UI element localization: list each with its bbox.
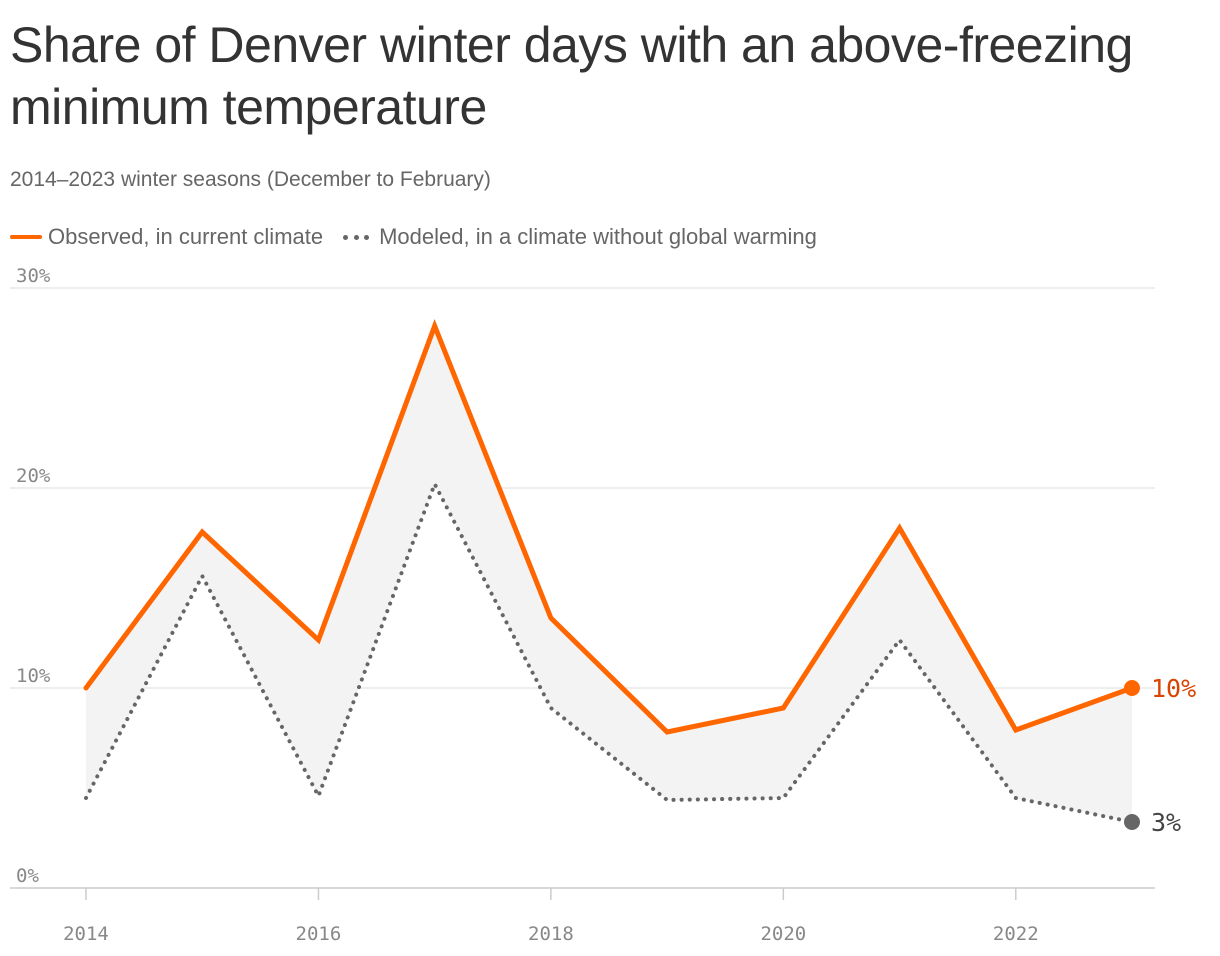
x-tick-label: 2020	[760, 923, 806, 945]
label-layer: 0% 10% 20% 30% 2014 2016 2018 2020 2022 10% 3%	[16, 265, 1196, 945]
legend-item-modeled: Modeled, in a climate without global war…	[343, 224, 817, 250]
y-tick-label: 10%	[16, 665, 51, 687]
end-label-observed: 10%	[1151, 674, 1196, 703]
chart-legend: Observed, in current climate Modeled, in…	[10, 224, 837, 250]
x-tick-label: 2022	[993, 923, 1039, 945]
legend-label-observed: Observed, in current climate	[48, 224, 324, 249]
series-line-modeled	[84, 482, 1134, 824]
end-label-modeled: 3%	[1151, 808, 1181, 837]
y-tick-label: 30%	[16, 265, 51, 287]
legend-item-observed: Observed, in current climate	[10, 224, 323, 250]
y-tick-label: 0%	[16, 865, 39, 887]
legend-label-modeled: Modeled, in a climate without global war…	[379, 224, 817, 249]
x-tick-label: 2016	[296, 923, 342, 945]
series-layer	[83, 319, 1140, 830]
chart-subtitle: 2014–2023 winter seasons (December to Fe…	[10, 168, 491, 191]
y-tick-label: 20%	[16, 465, 51, 487]
chart-title: Share of Denver winter days with an abov…	[10, 17, 1133, 135]
x-tick-label: 2014	[63, 923, 109, 945]
end-point-modeled	[1124, 814, 1140, 830]
gap-area-layer	[86, 326, 1132, 822]
legend-swatch-modeled	[343, 234, 370, 240]
series-line-observed	[83, 319, 1135, 735]
gap-area	[86, 326, 1132, 822]
x-tick-label: 2018	[528, 923, 574, 945]
end-point-observed	[1124, 680, 1140, 696]
legend-swatch-observed	[10, 235, 42, 239]
